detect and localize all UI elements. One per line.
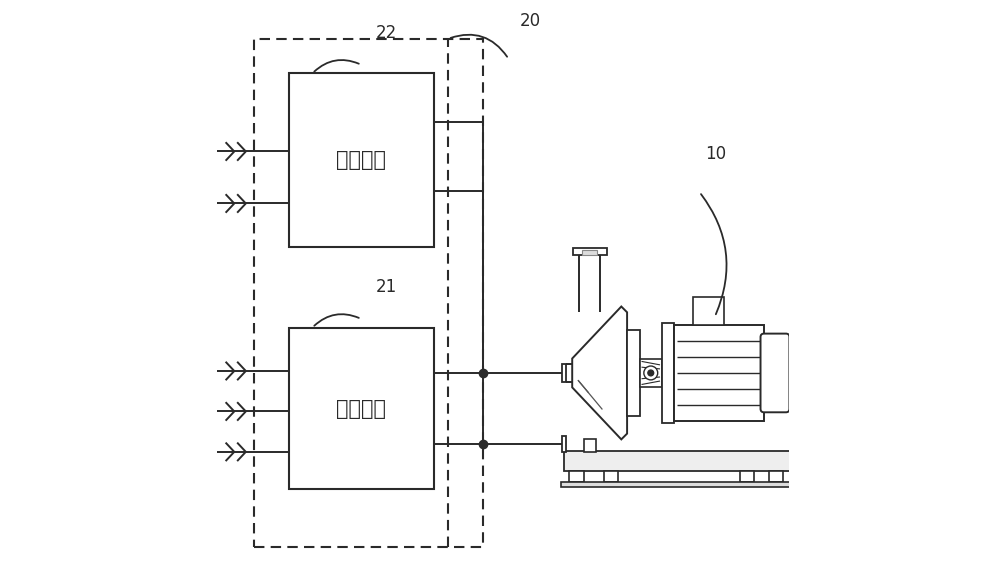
Bar bbox=[573, 248, 607, 254]
Bar bbox=[662, 323, 674, 423]
Bar bbox=[562, 436, 566, 452]
Bar bbox=[674, 325, 764, 421]
Text: 第一模块: 第一模块 bbox=[336, 398, 386, 418]
Bar bbox=[564, 451, 792, 471]
Circle shape bbox=[644, 366, 658, 380]
Bar bbox=[289, 73, 434, 247]
Bar bbox=[627, 330, 640, 416]
Bar bbox=[289, 328, 434, 489]
Text: 21: 21 bbox=[376, 278, 397, 296]
Text: 10: 10 bbox=[705, 145, 726, 163]
Bar bbox=[693, 297, 724, 325]
Bar bbox=[584, 440, 596, 452]
Text: 22: 22 bbox=[376, 23, 397, 42]
Bar bbox=[569, 471, 584, 482]
Bar bbox=[582, 250, 597, 254]
Text: 第二模块: 第二模块 bbox=[336, 150, 386, 170]
Circle shape bbox=[648, 370, 654, 376]
Bar bbox=[640, 359, 662, 387]
Bar bbox=[561, 482, 795, 488]
Bar bbox=[254, 39, 483, 547]
Bar bbox=[562, 364, 566, 382]
Bar bbox=[769, 471, 783, 482]
Bar bbox=[740, 471, 754, 482]
Bar bbox=[604, 471, 618, 482]
Polygon shape bbox=[572, 306, 627, 440]
FancyBboxPatch shape bbox=[761, 333, 789, 413]
Text: 20: 20 bbox=[520, 12, 541, 30]
